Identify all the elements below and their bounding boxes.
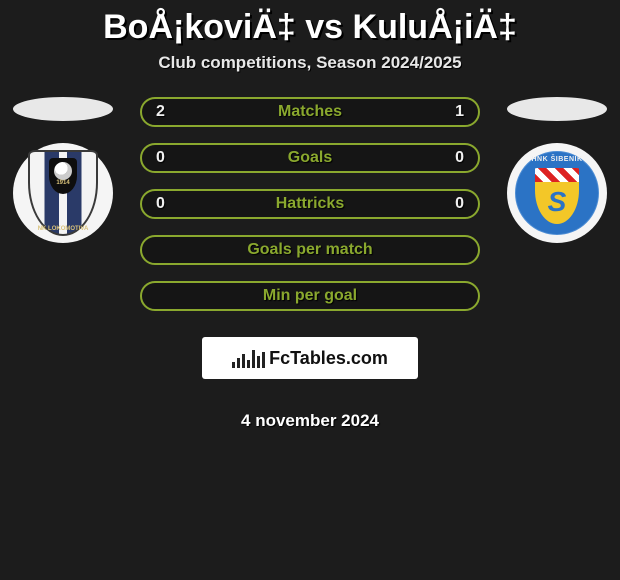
- sibenik-circle-icon: HNK ŠIBENIK S: [515, 151, 599, 235]
- club-ring-label: HNK ŠIBENIK: [531, 156, 582, 163]
- stat-left-value: 0: [156, 149, 186, 167]
- stat-right-value: 0: [434, 195, 464, 213]
- bars-icon: [232, 348, 265, 368]
- stat-label: Goals per match: [156, 241, 464, 259]
- left-player-column: 1914 NK LOKOMOTIVA: [8, 97, 118, 243]
- sibenik-shield-icon: S: [535, 168, 579, 224]
- stat-left-value: 0: [156, 195, 186, 213]
- page-title: BoÅ¡koviÄ‡ vs KuluÅ¡iÄ‡: [0, 0, 620, 53]
- right-club-badge: HNK ŠIBENIK S: [507, 143, 607, 243]
- main-container: 1914 NK LOKOMOTIVA 2 Matches 1 0 Goals 0…: [0, 97, 620, 431]
- brand-logo[interactable]: FcTables.com: [202, 337, 418, 379]
- lokomotiva-crest-icon: 1914: [49, 158, 77, 194]
- stats-column: 2 Matches 1 0 Goals 0 0 Hattricks 0 Goal…: [118, 97, 502, 431]
- stat-right-value: 0: [434, 149, 464, 167]
- stat-label: Hattricks: [186, 195, 434, 213]
- club-name-label: NK LOKOMOTIVA: [38, 226, 89, 232]
- stat-row-goals-per-match: Goals per match: [140, 235, 480, 265]
- right-player-column: HNK ŠIBENIK S: [502, 97, 612, 243]
- left-player-photo-placeholder: [13, 97, 113, 121]
- stat-left-value: 2: [156, 103, 186, 121]
- lokomotiva-shield-icon: 1914 NK LOKOMOTIVA: [28, 150, 98, 236]
- stat-row-goals: 0 Goals 0: [140, 143, 480, 173]
- ball-icon: [54, 162, 72, 180]
- stat-label: Matches: [186, 103, 434, 121]
- stat-row-hattricks: 0 Hattricks 0: [140, 189, 480, 219]
- checker-icon: [535, 168, 579, 182]
- page-subtitle: Club competitions, Season 2024/2025: [0, 53, 620, 73]
- letter-s-icon: S: [548, 186, 567, 218]
- right-player-photo-placeholder: [507, 97, 607, 121]
- brand-label: FcTables.com: [269, 348, 388, 369]
- date-label: 4 november 2024: [241, 411, 379, 431]
- left-club-badge: 1914 NK LOKOMOTIVA: [13, 143, 113, 243]
- stat-row-min-per-goal: Min per goal: [140, 281, 480, 311]
- stat-row-matches: 2 Matches 1: [140, 97, 480, 127]
- club-year: 1914: [56, 180, 69, 186]
- stat-label: Goals: [186, 149, 434, 167]
- stat-right-value: 1: [434, 103, 464, 121]
- stat-label: Min per goal: [156, 287, 464, 305]
